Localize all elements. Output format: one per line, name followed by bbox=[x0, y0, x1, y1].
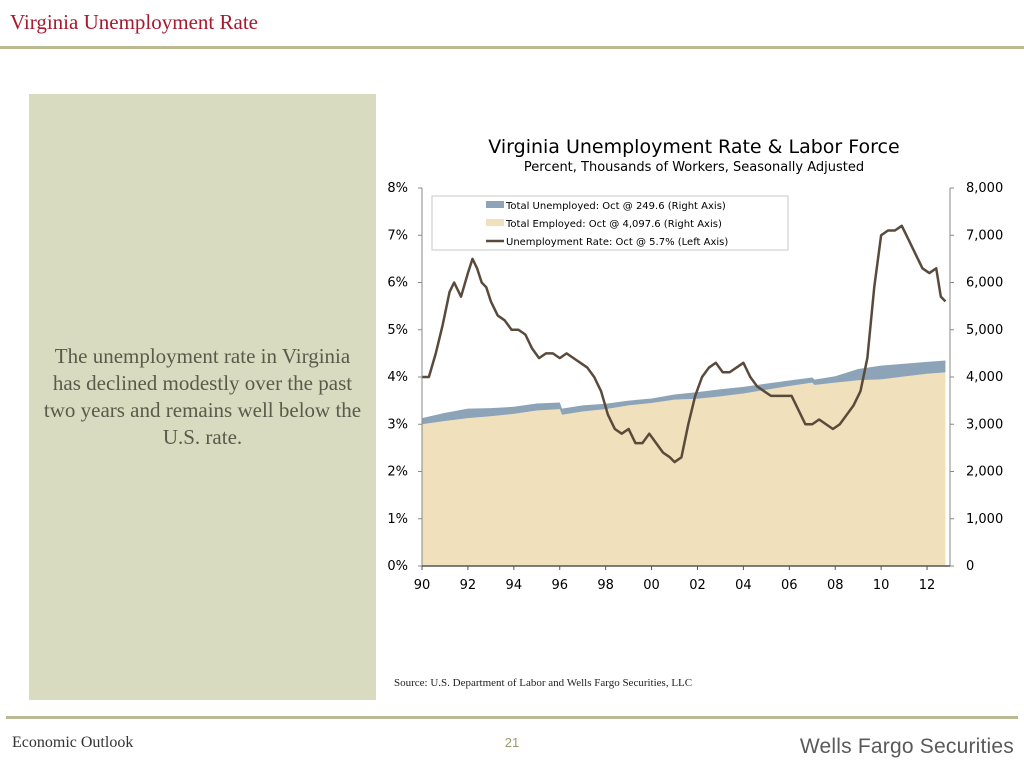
legend-rate-label: Unemployment Rate: Oct @ 5.7% (Left Axis… bbox=[506, 237, 728, 248]
left-tick-label: 2% bbox=[387, 465, 408, 480]
chart-container: Virginia Unemployment Rate & Labor Force… bbox=[380, 128, 1020, 608]
employed-area bbox=[422, 372, 946, 566]
x-tick-label: 06 bbox=[781, 578, 798, 593]
commentary-panel: The unemployment rate in Virginia has de… bbox=[29, 94, 376, 700]
left-tick-label: 8% bbox=[387, 181, 408, 196]
x-tick-label: 92 bbox=[460, 578, 477, 593]
right-tick-label: 8,000 bbox=[966, 181, 1003, 196]
left-tick-label: 0% bbox=[387, 559, 408, 574]
x-tick-label: 98 bbox=[597, 578, 614, 593]
left-tick-label: 1% bbox=[387, 512, 408, 527]
x-tick-label: 00 bbox=[643, 578, 660, 593]
legend-employed-swatch bbox=[486, 219, 504, 226]
commentary-text: The unemployment rate in Virginia has de… bbox=[43, 344, 362, 449]
slide-title: Virginia Unemployment Rate bbox=[10, 10, 258, 34]
x-tick-label: 10 bbox=[873, 578, 890, 593]
chart-legend: Total Unemployed: Oct @ 249.6 (Right Axi… bbox=[431, 195, 789, 251]
footer-title: Economic Outlook bbox=[12, 734, 134, 751]
unemployed-area bbox=[422, 360, 946, 425]
right-tick-label: 6,000 bbox=[966, 276, 1003, 291]
legend-unemployed-swatch bbox=[486, 201, 504, 208]
right-tick-label: 7,000 bbox=[966, 228, 1003, 243]
page-number: 21 bbox=[504, 735, 520, 750]
brand-logo: Wells Fargo Securities bbox=[799, 735, 1014, 758]
right-tick-label: 5,000 bbox=[966, 323, 1003, 338]
right-tick-label: 2,000 bbox=[966, 465, 1003, 480]
left-tick-label: 6% bbox=[387, 276, 408, 291]
left-tick-label: 3% bbox=[387, 417, 408, 432]
x-tick-label: 96 bbox=[551, 578, 568, 593]
right-tick-label: 4,000 bbox=[966, 370, 1003, 385]
right-tick-label: 3,000 bbox=[966, 417, 1003, 432]
x-tick-label: 08 bbox=[827, 578, 844, 593]
source-note: Source: U.S. Department of Labor and Wel… bbox=[394, 677, 693, 689]
x-tick-label: 04 bbox=[735, 578, 752, 593]
bottom-divider bbox=[6, 716, 1018, 719]
top-divider bbox=[0, 46, 1024, 49]
x-tick-label: 12 bbox=[919, 578, 936, 593]
chart-title: Virginia Unemployment Rate & Labor Force bbox=[488, 136, 899, 158]
x-tick-label: 90 bbox=[414, 578, 431, 593]
right-tick-label: 0 bbox=[966, 559, 974, 574]
left-tick-label: 4% bbox=[387, 370, 408, 385]
right-tick-label: 1,000 bbox=[966, 512, 1003, 527]
left-tick-label: 7% bbox=[387, 228, 408, 243]
chart-subtitle: Percent, Thousands of Workers, Seasonall… bbox=[524, 160, 864, 175]
left-tick-label: 5% bbox=[387, 323, 408, 338]
legend-employed-label: Total Employed: Oct @ 4,097.6 (Right Axi… bbox=[505, 219, 722, 230]
legend-unemployed-label: Total Unemployed: Oct @ 249.6 (Right Axi… bbox=[505, 201, 726, 212]
unemployment-rate-line bbox=[422, 224, 947, 464]
x-tick-label: 02 bbox=[689, 578, 706, 593]
chart-svg: Virginia Unemployment Rate & Labor Force… bbox=[387, 136, 1003, 593]
x-tick-label: 94 bbox=[506, 578, 523, 593]
